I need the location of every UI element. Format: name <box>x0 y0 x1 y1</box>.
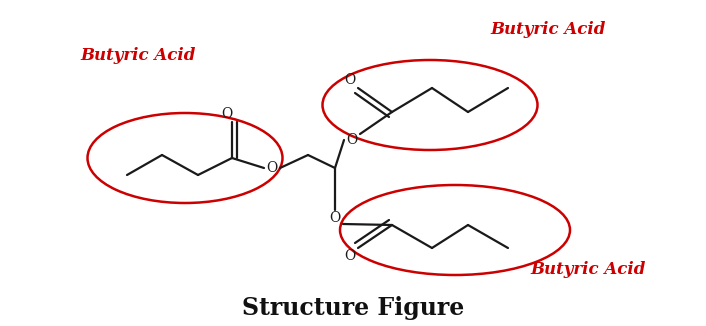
Text: O: O <box>345 249 356 263</box>
Text: O: O <box>347 133 358 147</box>
Text: O: O <box>330 211 340 225</box>
Text: Structure Figure: Structure Figure <box>242 296 464 320</box>
Text: O: O <box>345 73 356 87</box>
Text: O: O <box>222 107 232 121</box>
Text: Butyric Acid: Butyric Acid <box>80 47 196 64</box>
Text: O: O <box>266 161 277 175</box>
Text: Butyric Acid: Butyric Acid <box>490 22 605 38</box>
Text: Butyric Acid: Butyric Acid <box>530 261 645 278</box>
